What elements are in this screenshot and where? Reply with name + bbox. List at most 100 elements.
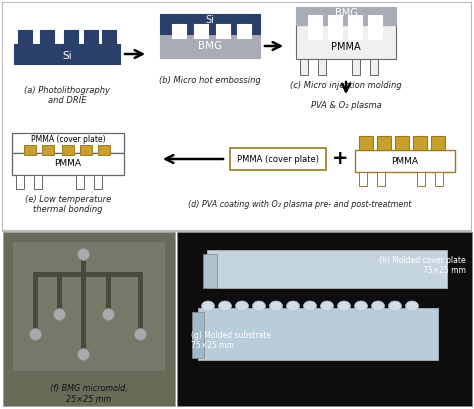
- Bar: [370, 59, 378, 75]
- Text: (d) PVA coating with O₂ plasma pre- and post-treatment: (d) PVA coating with O₂ plasma pre- and …: [188, 200, 412, 209]
- Circle shape: [135, 328, 146, 341]
- Bar: [13, 242, 165, 371]
- Circle shape: [29, 328, 42, 341]
- Ellipse shape: [286, 301, 300, 311]
- Bar: [172, 24, 186, 38]
- Bar: [308, 25, 322, 39]
- Bar: [84, 30, 98, 46]
- Bar: [395, 136, 409, 150]
- Bar: [359, 136, 373, 150]
- Text: BMG: BMG: [198, 41, 222, 51]
- Circle shape: [78, 249, 90, 261]
- Bar: [198, 308, 438, 360]
- Ellipse shape: [355, 301, 367, 311]
- Text: PMMA (cover plate): PMMA (cover plate): [237, 155, 319, 164]
- Bar: [413, 136, 427, 150]
- Bar: [348, 25, 362, 39]
- Text: PMMA: PMMA: [55, 160, 82, 169]
- Bar: [40, 30, 54, 46]
- Ellipse shape: [219, 301, 231, 311]
- Bar: [435, 172, 443, 186]
- Bar: [296, 7, 396, 25]
- Bar: [57, 272, 62, 312]
- Bar: [355, 150, 455, 172]
- Text: (f) BMG micromold,
25×25 mm: (f) BMG micromold, 25×25 mm: [50, 384, 128, 404]
- Text: PVA & O₂ plasma: PVA & O₂ plasma: [310, 101, 382, 110]
- Bar: [207, 250, 447, 288]
- Ellipse shape: [303, 301, 317, 311]
- Text: +: +: [332, 150, 348, 169]
- Bar: [203, 254, 217, 288]
- Bar: [160, 34, 260, 58]
- Bar: [106, 272, 111, 312]
- Bar: [328, 25, 342, 39]
- Bar: [33, 272, 38, 332]
- Bar: [34, 175, 42, 189]
- Text: PMMA: PMMA: [331, 42, 361, 52]
- Circle shape: [54, 308, 65, 321]
- Bar: [237, 24, 251, 38]
- Bar: [359, 172, 367, 186]
- Bar: [194, 24, 208, 38]
- Bar: [328, 15, 342, 29]
- Bar: [230, 148, 326, 170]
- Bar: [14, 44, 120, 64]
- Bar: [62, 145, 74, 155]
- Bar: [18, 30, 32, 46]
- Bar: [431, 136, 445, 150]
- Bar: [377, 136, 391, 150]
- Ellipse shape: [389, 301, 401, 311]
- Text: Si: Si: [62, 51, 72, 61]
- Bar: [98, 145, 110, 155]
- Text: BMG: BMG: [335, 8, 357, 18]
- Bar: [2, 2, 471, 230]
- Text: (b) Micro hot embossing: (b) Micro hot embossing: [159, 76, 261, 85]
- Text: (a) Photolithography
and DRIE: (a) Photolithography and DRIE: [24, 86, 110, 106]
- Bar: [94, 175, 102, 189]
- Bar: [138, 272, 143, 332]
- Bar: [76, 175, 84, 189]
- Bar: [300, 59, 308, 75]
- Bar: [216, 24, 230, 38]
- Bar: [16, 175, 24, 189]
- Bar: [24, 145, 36, 155]
- Bar: [318, 59, 326, 75]
- Bar: [12, 133, 124, 153]
- Bar: [296, 25, 396, 59]
- Bar: [64, 30, 78, 46]
- Ellipse shape: [236, 301, 248, 311]
- Ellipse shape: [337, 301, 350, 311]
- Circle shape: [78, 348, 90, 360]
- Text: PMMA (cover plate): PMMA (cover plate): [31, 135, 105, 144]
- Text: (c) Micro injection molding: (c) Micro injection molding: [290, 81, 402, 90]
- Bar: [12, 153, 124, 175]
- Bar: [368, 15, 382, 29]
- Ellipse shape: [405, 301, 419, 311]
- Text: (h) Molded cover plate
75×25 mm: (h) Molded cover plate 75×25 mm: [379, 256, 466, 275]
- Ellipse shape: [372, 301, 384, 311]
- Ellipse shape: [253, 301, 265, 311]
- Bar: [192, 312, 204, 358]
- Text: (g) Molded substrate
75×25 mm: (g) Molded substrate 75×25 mm: [191, 330, 271, 350]
- Bar: [352, 59, 360, 75]
- Bar: [377, 172, 385, 186]
- Ellipse shape: [201, 301, 215, 311]
- Bar: [81, 252, 86, 352]
- Ellipse shape: [270, 301, 283, 311]
- Bar: [2, 230, 471, 231]
- Text: (e) Low temperature
thermal bonding: (e) Low temperature thermal bonding: [25, 195, 111, 214]
- Bar: [80, 145, 92, 155]
- Bar: [33, 272, 143, 277]
- Text: Si: Si: [206, 15, 214, 25]
- Bar: [160, 14, 260, 34]
- Circle shape: [102, 308, 115, 321]
- Bar: [417, 172, 425, 186]
- Bar: [42, 145, 54, 155]
- Bar: [3, 232, 175, 406]
- Bar: [368, 25, 382, 39]
- Text: PMMA: PMMA: [392, 157, 419, 166]
- Bar: [177, 232, 472, 406]
- Bar: [102, 30, 116, 46]
- Bar: [308, 15, 322, 29]
- Bar: [348, 15, 362, 29]
